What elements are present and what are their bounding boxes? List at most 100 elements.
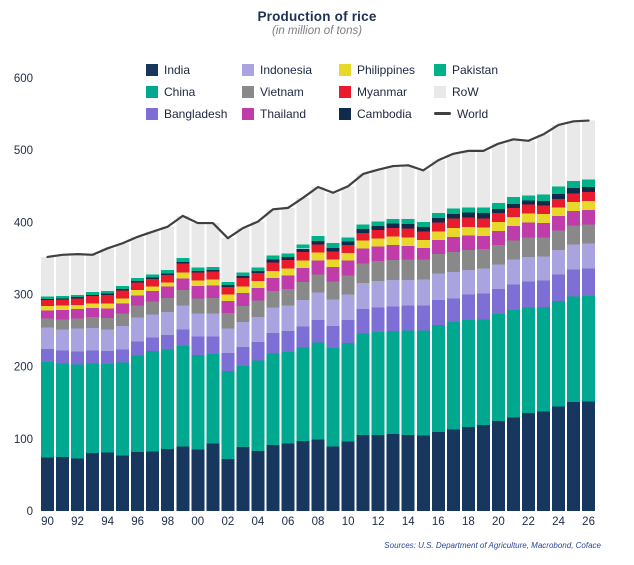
bar-segment-myanmar <box>236 277 250 287</box>
legend-label: Vietnam <box>260 84 304 99</box>
bar-2012 <box>371 169 385 511</box>
thailand-swatch-icon <box>242 107 254 120</box>
bar-2014 <box>401 165 415 511</box>
bar-segment-myanmar <box>146 279 160 287</box>
bar-segment-thailand <box>251 288 265 301</box>
bar-segment-pakistan <box>371 221 385 226</box>
bar-segment-row <box>582 120 596 180</box>
bar-segment-cambodia <box>41 298 54 300</box>
bar-segment-china <box>56 363 70 458</box>
bar-segment-myanmar <box>251 272 265 282</box>
bar-segment-bangladesh <box>296 326 310 348</box>
bar-segment-pakistan <box>582 179 596 187</box>
bar-segment-philippines <box>476 227 490 237</box>
bar-segment-indonesia <box>491 264 505 290</box>
bar-segment-india <box>86 453 100 511</box>
bar-segment-row <box>251 221 265 268</box>
bar-segment-indonesia <box>296 299 310 327</box>
bar-segment-thailand <box>116 303 130 314</box>
bar-segment-cambodia <box>491 208 505 214</box>
legend-item-thailand: Thailand <box>242 106 339 121</box>
bar-segment-myanmar <box>206 271 220 280</box>
bar-segment-philippines <box>281 268 295 276</box>
bar-segment-bangladesh <box>356 309 370 334</box>
bar-segment-thailand <box>476 236 490 249</box>
y-axis-tick-label: 100 <box>14 434 33 446</box>
bar-segment-cambodia <box>191 270 205 273</box>
bar-segment-philippines <box>56 305 70 310</box>
bar-segment-indonesia <box>41 327 54 349</box>
bar-segment-bangladesh <box>386 306 400 332</box>
bar-segment-thailand <box>41 310 54 319</box>
bar-segment-myanmar <box>386 227 400 237</box>
bar-segment-india <box>71 458 85 511</box>
bar-segment-cambodia <box>582 186 596 193</box>
bar-segment-india <box>371 435 385 511</box>
bar-segment-china <box>221 371 235 460</box>
bar-2025 <box>567 121 581 511</box>
bar-segment-bangladesh <box>86 350 100 364</box>
bar-segment-india <box>491 421 505 511</box>
row-swatch-icon <box>434 85 446 98</box>
bar-segment-china <box>116 362 130 456</box>
bar-segment-bangladesh <box>146 337 160 352</box>
y-axis-tick-label: 200 <box>14 362 33 374</box>
bar-segment-pakistan <box>161 269 175 274</box>
bar-2008 <box>311 186 325 511</box>
bar-segment-row <box>506 139 520 198</box>
bar-segment-row <box>221 238 235 282</box>
bar-segment-indonesia <box>161 311 175 336</box>
bar-segment-philippines <box>41 306 54 311</box>
bar-segment-pakistan <box>116 285 130 289</box>
bar-segment-philippines <box>146 286 160 292</box>
bar-segment-row <box>41 256 54 297</box>
bar-segment-pakistan <box>146 274 160 278</box>
bar-segment-vietnam <box>386 259 400 281</box>
bar-segment-china <box>296 347 310 442</box>
bar-segment-india <box>161 448 175 511</box>
bar-segment-myanmar <box>221 286 235 295</box>
bar-2017 <box>446 153 460 511</box>
bar-segment-india <box>191 449 205 511</box>
bar-segment-india <box>446 429 460 511</box>
bar-segment-india <box>131 452 145 511</box>
legend: India Indonesia Philippines Pakistan China Vi… <box>146 62 530 121</box>
bar-segment-myanmar <box>266 262 280 271</box>
bar-segment-myanmar <box>356 232 370 241</box>
legend-item-row: RoW <box>434 84 530 99</box>
bar-segment-china <box>266 353 280 445</box>
bar-segment-cambodia <box>86 294 100 297</box>
bar-segment-myanmar <box>536 205 550 214</box>
bar-segment-vietnam <box>41 318 54 328</box>
bar-segment-bangladesh <box>161 335 175 350</box>
bar-segment-myanmar <box>86 296 100 304</box>
bar-1999 <box>176 215 190 511</box>
bar-segment-myanmar <box>56 299 70 306</box>
bar-segment-myanmar <box>491 213 505 223</box>
bar-segment-vietnam <box>567 225 581 245</box>
bar-segment-philippines <box>101 303 115 309</box>
bar-segment-indonesia <box>582 243 596 269</box>
bar-2022 <box>521 140 535 511</box>
bar-segment-vietnam <box>131 305 145 318</box>
india-swatch-icon <box>146 63 158 76</box>
bar-segment-philippines <box>116 298 130 304</box>
bar-2015 <box>416 170 430 511</box>
bar-segment-myanmar <box>341 245 355 254</box>
bar-segment-vietnam <box>251 300 265 317</box>
bar-segment-india <box>221 459 235 511</box>
x-axis-tick-label: 90 <box>41 516 54 528</box>
bar-segment-cambodia <box>552 193 566 199</box>
x-axis-tick-label: 18 <box>462 516 475 528</box>
bar-segment-india <box>101 452 115 511</box>
world-swatch-icon <box>434 112 451 115</box>
bar-segment-vietnam <box>221 313 235 329</box>
bar-segment-cambodia <box>296 248 310 252</box>
bar-segment-pakistan <box>491 202 505 209</box>
legend-label: Pakistan <box>452 62 499 77</box>
bar-segment-row <box>416 170 430 223</box>
bar-segment-china <box>41 361 54 458</box>
bar-segment-philippines <box>341 253 355 261</box>
bar-segment-china <box>476 319 490 426</box>
bar-segment-china <box>206 353 220 444</box>
